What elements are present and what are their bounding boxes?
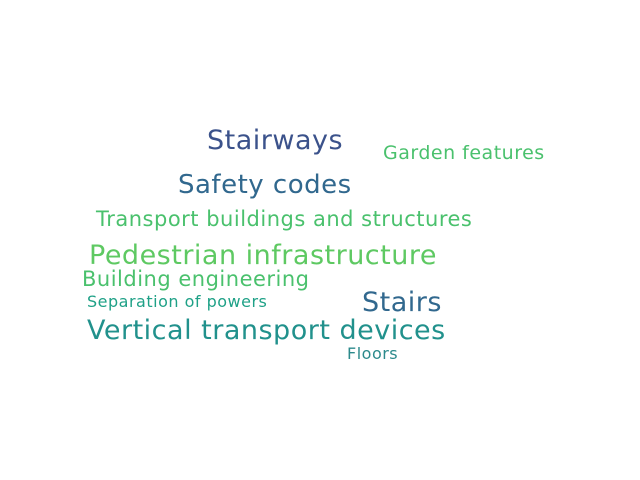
word-pedestrian-infrastructure: Pedestrian infrastructure [89, 240, 437, 271]
word-safety-codes: Safety codes [178, 170, 352, 200]
word-stairs: Stairs [362, 287, 442, 318]
word-transport-buildings: Transport buildings and structures [96, 207, 473, 231]
word-separation-of-powers: Separation of powers [87, 292, 268, 311]
word-garden-features: Garden features [383, 142, 545, 164]
word-building-engineering: Building engineering [82, 267, 310, 291]
word-vertical-transport-devices: Vertical transport devices [87, 315, 446, 346]
word-floors: Floors [347, 344, 399, 363]
word-stairways: Stairways [207, 125, 344, 156]
